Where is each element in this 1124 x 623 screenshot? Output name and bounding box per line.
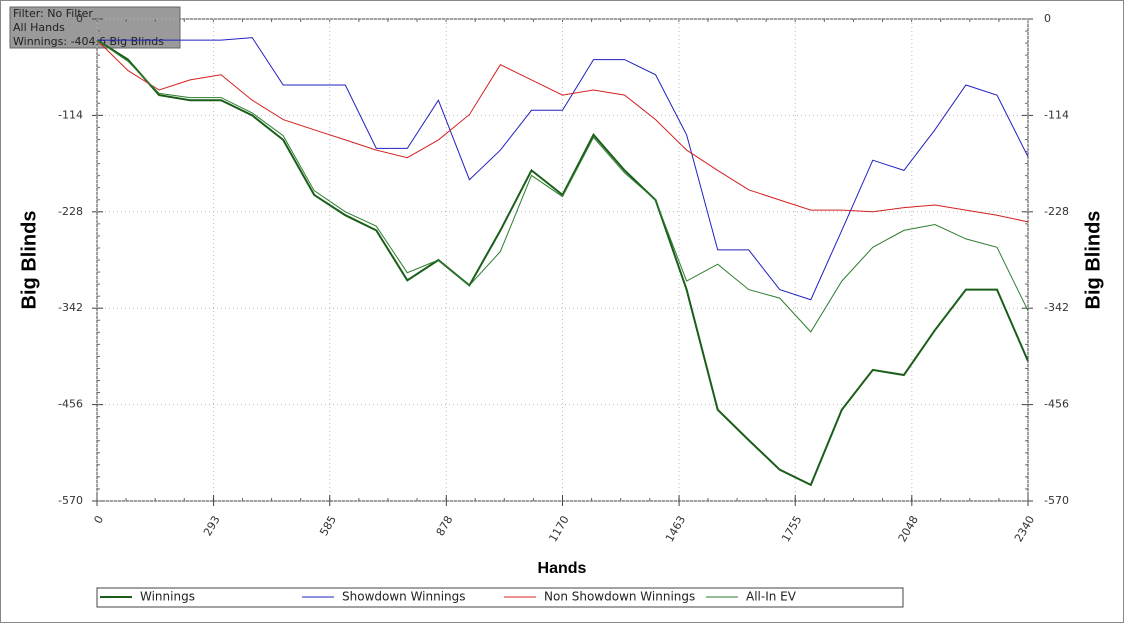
annotation: Winnings: -404.6 Big Blinds xyxy=(13,35,164,48)
y-tick-label: -342 xyxy=(58,301,83,314)
annotation: Filter: No Filter xyxy=(13,7,93,20)
y-tick-label: -456 xyxy=(58,398,83,411)
series-line xyxy=(97,37,1029,301)
legend xyxy=(96,587,904,608)
y2-tick-label: -342 xyxy=(1044,301,1069,314)
y2-axis-title: Big Blinds xyxy=(1082,211,1104,310)
series-line xyxy=(96,39,1029,223)
series-line xyxy=(96,39,1029,487)
legend-label: Winnings xyxy=(140,590,195,604)
x-axis-title: Hands xyxy=(538,560,587,577)
y-tick-label: -228 xyxy=(58,205,83,218)
legend-label: Non Showdown Winnings xyxy=(544,590,695,604)
annotation-bg xyxy=(9,6,181,49)
annotation-box: Filter: No Filter All Hands Winnings: -4… xyxy=(9,6,181,49)
y2-tick-label: -114 xyxy=(1044,108,1069,121)
y-axis-title: Big Blinds xyxy=(18,211,40,310)
y-tick-label: 0 xyxy=(76,12,83,25)
series-line xyxy=(96,39,1029,333)
legend-label: All-In EV xyxy=(746,590,797,604)
y2-tick-label: -456 xyxy=(1044,398,1069,411)
y2-tick-label: 0 xyxy=(1044,12,1051,25)
y2-tick-label: -570 xyxy=(1044,494,1069,507)
y2-tick-label: -228 xyxy=(1044,205,1069,218)
legend-label: Showdown Winnings xyxy=(342,590,466,604)
y-tick-label: -570 xyxy=(58,494,83,507)
y-tick-label: -114 xyxy=(58,108,83,121)
annotation: All Hands xyxy=(13,21,65,34)
